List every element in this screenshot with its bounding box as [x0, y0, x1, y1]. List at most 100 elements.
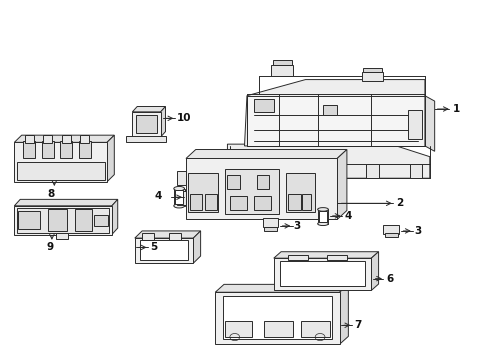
- Text: 3: 3: [293, 221, 300, 231]
- Bar: [229, 196, 246, 211]
- Bar: [175, 190, 183, 204]
- Bar: [227, 175, 239, 189]
- Bar: [61, 135, 71, 143]
- Polygon shape: [185, 149, 346, 158]
- Bar: [271, 65, 293, 76]
- Text: 3: 3: [413, 226, 421, 236]
- Bar: [317, 210, 328, 224]
- Text: 4: 4: [154, 191, 162, 201]
- Bar: [285, 173, 315, 212]
- Bar: [79, 140, 91, 158]
- Polygon shape: [227, 144, 429, 178]
- Polygon shape: [215, 284, 347, 292]
- Bar: [322, 105, 336, 116]
- Polygon shape: [132, 107, 165, 112]
- Text: 4: 4: [344, 211, 351, 221]
- Bar: [60, 140, 72, 158]
- Bar: [140, 240, 188, 260]
- Bar: [94, 215, 108, 226]
- Bar: [23, 140, 35, 158]
- Bar: [189, 194, 202, 211]
- Bar: [136, 116, 157, 134]
- Bar: [14, 142, 107, 182]
- Bar: [177, 191, 185, 205]
- Bar: [43, 135, 52, 143]
- Polygon shape: [135, 231, 200, 238]
- Ellipse shape: [317, 208, 328, 211]
- Bar: [17, 162, 104, 180]
- Bar: [264, 226, 276, 231]
- Polygon shape: [336, 149, 346, 220]
- Polygon shape: [14, 199, 118, 206]
- Polygon shape: [273, 252, 378, 258]
- Bar: [177, 171, 185, 185]
- Text: 1: 1: [452, 104, 460, 114]
- Bar: [384, 233, 397, 237]
- Polygon shape: [160, 107, 165, 137]
- Polygon shape: [370, 252, 378, 291]
- Bar: [126, 136, 166, 142]
- Bar: [224, 169, 278, 214]
- Bar: [17, 208, 109, 233]
- Text: 9: 9: [46, 242, 53, 252]
- Bar: [224, 321, 251, 337]
- Bar: [327, 255, 346, 260]
- Text: 7: 7: [353, 320, 361, 330]
- Polygon shape: [339, 284, 347, 344]
- Bar: [47, 210, 67, 231]
- Polygon shape: [244, 80, 424, 146]
- Polygon shape: [246, 96, 424, 146]
- Text: 5: 5: [150, 242, 157, 252]
- Bar: [361, 72, 383, 81]
- Polygon shape: [112, 199, 118, 234]
- Bar: [407, 110, 422, 139]
- Bar: [272, 60, 292, 65]
- Polygon shape: [424, 96, 434, 151]
- Bar: [302, 194, 310, 211]
- Bar: [366, 164, 378, 178]
- Bar: [312, 164, 325, 178]
- Bar: [185, 158, 336, 220]
- Bar: [80, 135, 89, 143]
- Bar: [135, 238, 193, 263]
- Text: 8: 8: [47, 189, 54, 199]
- Bar: [249, 164, 261, 178]
- Text: 2: 2: [395, 198, 402, 208]
- Bar: [279, 261, 365, 286]
- Bar: [263, 219, 277, 227]
- Ellipse shape: [173, 186, 184, 191]
- Bar: [204, 194, 216, 211]
- Bar: [288, 194, 300, 211]
- Polygon shape: [107, 135, 114, 182]
- Bar: [18, 211, 40, 229]
- Bar: [254, 196, 271, 211]
- Bar: [132, 112, 160, 137]
- Bar: [254, 99, 273, 112]
- Ellipse shape: [317, 222, 328, 226]
- Bar: [168, 233, 181, 240]
- Bar: [319, 211, 326, 222]
- Bar: [215, 292, 339, 344]
- Bar: [383, 225, 398, 234]
- Polygon shape: [14, 135, 114, 142]
- Bar: [273, 258, 370, 291]
- Bar: [24, 135, 34, 143]
- Bar: [288, 255, 307, 260]
- Bar: [188, 173, 217, 212]
- Bar: [222, 296, 331, 339]
- Bar: [256, 175, 268, 189]
- Bar: [264, 321, 293, 337]
- Text: 10: 10: [177, 113, 191, 123]
- Text: 6: 6: [385, 274, 392, 284]
- Bar: [56, 233, 68, 239]
- Bar: [409, 164, 422, 178]
- Bar: [173, 189, 184, 206]
- Bar: [300, 321, 329, 337]
- Bar: [362, 68, 382, 72]
- Ellipse shape: [173, 204, 184, 208]
- Bar: [14, 206, 112, 234]
- Bar: [142, 233, 154, 240]
- Polygon shape: [193, 231, 200, 263]
- Bar: [41, 140, 54, 158]
- Bar: [75, 210, 92, 231]
